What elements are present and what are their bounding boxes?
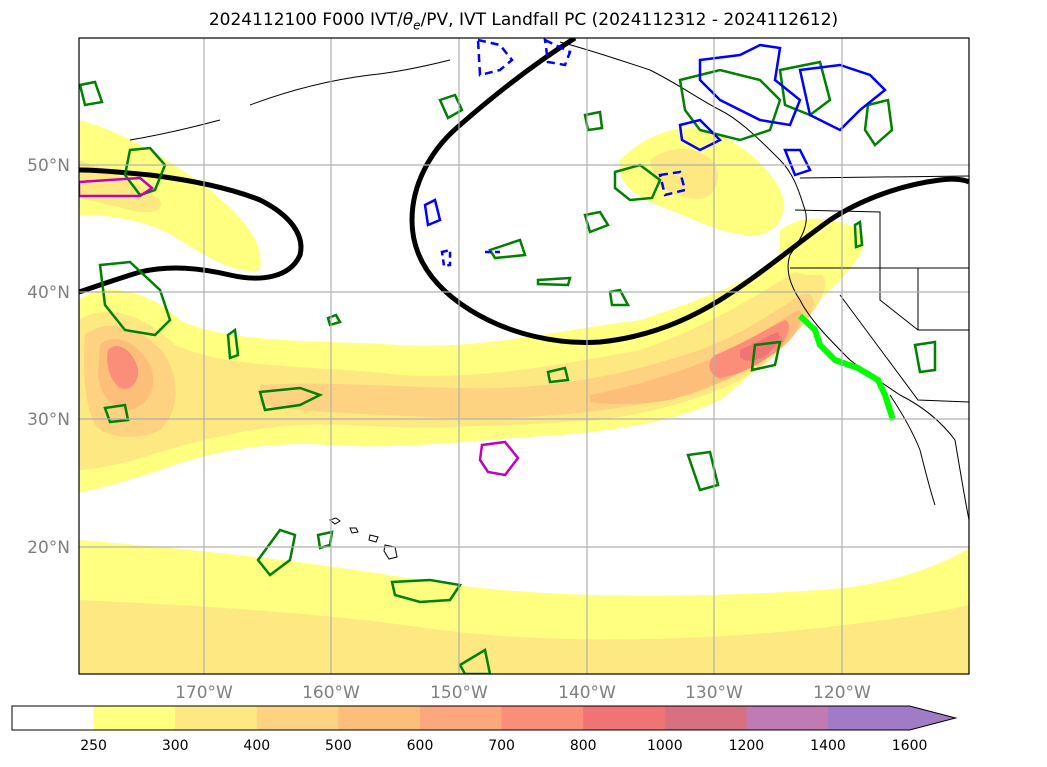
map-title: 2024112100 F000 IVT/θe/PV, IVT Landfall … xyxy=(208,10,839,33)
colorbar-outline xyxy=(11,705,958,731)
colorbar-segment xyxy=(256,706,339,730)
positive-pv-contours xyxy=(79,60,937,674)
longitude-labels: 170°W 160°W 150°W 140°W 130°W 120°W xyxy=(175,683,871,703)
colorbar-tick-label: 250 xyxy=(80,738,107,754)
colorbar-tick-label: 300 xyxy=(162,738,189,754)
map-frame xyxy=(78,37,970,675)
lat-label-40n: 40°N xyxy=(27,283,70,303)
lat-label-20n: 20°N xyxy=(27,538,70,558)
coastlines xyxy=(129,41,969,560)
lon-label-150w: 150°W xyxy=(430,683,488,703)
lon-label-160w: 160°W xyxy=(302,683,360,703)
colorbar-segment xyxy=(338,706,421,730)
colorbar-tick-label: 400 xyxy=(243,738,270,754)
lat-label-30n: 30°N xyxy=(27,410,70,430)
lon-label-140w: 140°W xyxy=(558,683,616,703)
colorbar-segment xyxy=(828,706,911,730)
colorbar-segment xyxy=(175,706,258,730)
gridlines xyxy=(79,38,969,674)
colorbar-tick-label: 700 xyxy=(488,738,515,754)
lon-label-170w: 170°W xyxy=(175,683,233,703)
lon-label-130w: 130°W xyxy=(685,683,743,703)
colorbar-tick-label: 1000 xyxy=(647,738,683,754)
colorbar-segment xyxy=(12,706,95,730)
ivt-landfall-path xyxy=(797,313,896,421)
colorbar-tick-label: 1400 xyxy=(810,738,846,754)
colorbar-segment xyxy=(664,706,747,730)
secondary-contours xyxy=(79,176,520,477)
negative-pv-contours xyxy=(423,38,887,268)
colorbar-tick-label: 500 xyxy=(325,738,352,754)
colorbar-tick-label: 1200 xyxy=(729,738,765,754)
lon-label-120w: 120°W xyxy=(813,683,871,703)
lat-label-50n: 50°N xyxy=(27,156,70,176)
colorbar-segment xyxy=(583,706,666,730)
colorbar-segment xyxy=(420,706,503,730)
colorbar-extend-arrow xyxy=(909,706,956,730)
colorbar-segment xyxy=(746,706,829,730)
colorbar-segment xyxy=(93,706,176,730)
latitude-labels: 50°N 40°N 30°N 20°N xyxy=(27,156,70,558)
colorbar-tick-label: 1600 xyxy=(892,738,928,754)
colorbar-segment xyxy=(501,706,584,730)
colorbar-tick-label: 800 xyxy=(570,738,597,754)
colorbar: 250 300 400 500 600 700 800 1000 1200 1400 1600 xyxy=(11,705,958,754)
colorbar-tick-label: 600 xyxy=(407,738,434,754)
